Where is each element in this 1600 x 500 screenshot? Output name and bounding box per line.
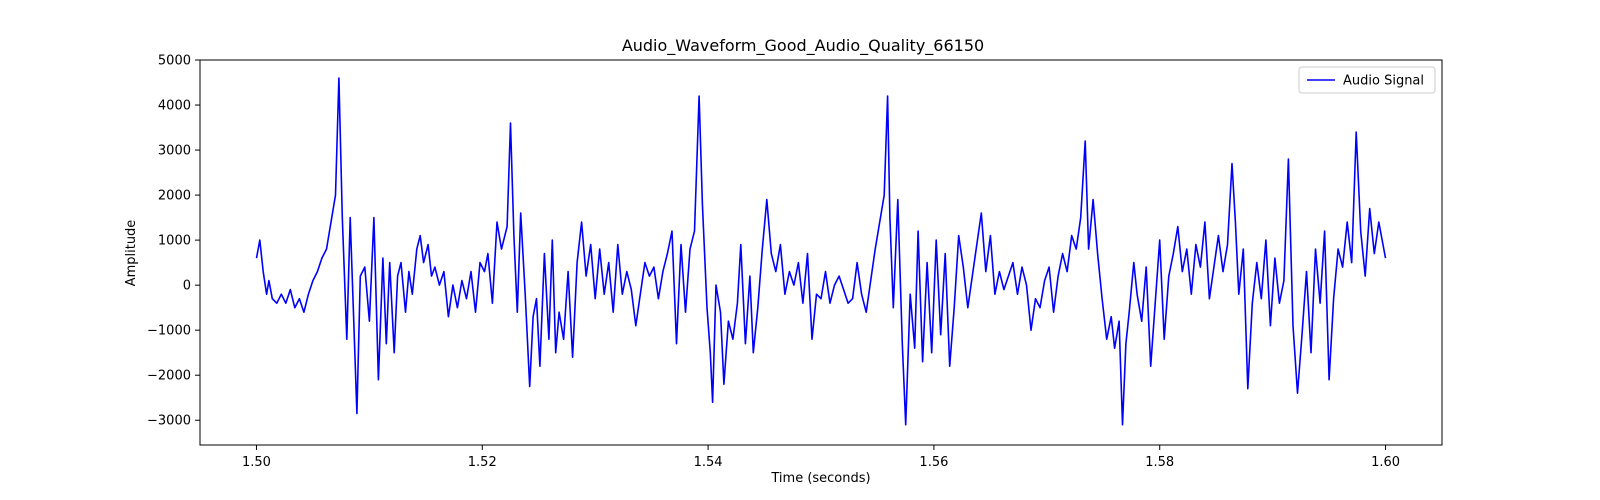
axes-frame <box>199 59 1443 446</box>
legend: Audio Signal <box>1298 66 1436 94</box>
y-tick-label: 5000 <box>158 54 191 69</box>
x-tick-label: 1.60 <box>1371 455 1400 470</box>
y-tick-label: −1000 <box>147 324 191 339</box>
y-tick-label: −2000 <box>147 369 191 384</box>
x-axis: 1.50 1.52 1.54 1.56 1.58 1.60 <box>242 445 1400 470</box>
x-tick-label: 1.56 <box>919 455 948 470</box>
x-tick-label: 1.50 <box>242 455 271 470</box>
chart-title: Audio_Waveform_Good_Audio_Quality_66150 <box>622 36 984 56</box>
x-tick-label: 1.54 <box>694 455 723 470</box>
series-line-0 <box>255 77 1387 426</box>
plot-area <box>255 77 1387 426</box>
x-axis-label: Time (seconds) <box>770 471 870 486</box>
legend-box <box>1298 66 1436 94</box>
x-tick-label: 1.58 <box>1145 455 1174 470</box>
legend-label: Audio Signal <box>1343 74 1424 89</box>
y-axis-label: Amplitude <box>124 220 139 287</box>
y-tick-label: 4000 <box>158 99 191 114</box>
y-tick-label: 3000 <box>158 144 191 159</box>
x-tick-label: 1.52 <box>468 455 497 470</box>
y-axis: −3000 −2000 −1000 0 1000 2000 3000 4000 5000 <box>147 54 200 429</box>
y-tick-label: 1000 <box>158 234 191 249</box>
y-tick-label: 0 <box>183 279 191 294</box>
y-tick-label: 2000 <box>158 189 191 204</box>
y-tick-label: −3000 <box>147 414 191 429</box>
